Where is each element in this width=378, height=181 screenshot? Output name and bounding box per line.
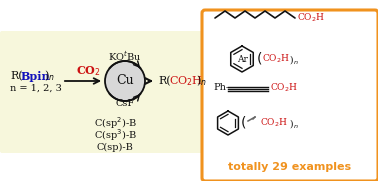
Text: R(: R(: [158, 76, 170, 86]
Text: Cu: Cu: [116, 75, 134, 87]
Text: Ph—: Ph—: [213, 83, 235, 92]
Text: n = 1, 2, 3: n = 1, 2, 3: [10, 83, 62, 92]
FancyBboxPatch shape: [202, 10, 378, 181]
Text: )$_n$: )$_n$: [44, 69, 55, 83]
Text: CO$_2$H: CO$_2$H: [297, 12, 325, 24]
Text: R(: R(: [10, 71, 23, 81]
Text: (: (: [241, 116, 246, 130]
Text: CO$_2$H: CO$_2$H: [260, 117, 288, 129]
Text: C(sp)-B: C(sp)-B: [96, 142, 133, 151]
Text: CsF: CsF: [115, 100, 135, 108]
Text: KO$^t$Bu: KO$^t$Bu: [108, 49, 142, 63]
Text: C(sp$^2$)-B: C(sp$^2$)-B: [93, 115, 136, 131]
Text: Bpin: Bpin: [21, 71, 51, 81]
Text: Ar: Ar: [237, 54, 248, 64]
Text: CO$_2$H: CO$_2$H: [262, 53, 290, 65]
Text: )$_n$: )$_n$: [287, 52, 299, 66]
Text: CO$_2$: CO$_2$: [76, 64, 101, 78]
Circle shape: [105, 61, 145, 101]
Text: (: (: [257, 52, 262, 66]
Text: totally 29 examples: totally 29 examples: [228, 162, 352, 172]
Text: )$_n$: )$_n$: [196, 74, 207, 88]
Text: )$_n$: )$_n$: [287, 117, 299, 129]
Text: C(sp$^3$)-B: C(sp$^3$)-B: [93, 127, 136, 143]
Text: CO$_2$H: CO$_2$H: [169, 74, 203, 88]
FancyBboxPatch shape: [0, 31, 219, 153]
Text: CO$_2$H: CO$_2$H: [270, 82, 298, 94]
